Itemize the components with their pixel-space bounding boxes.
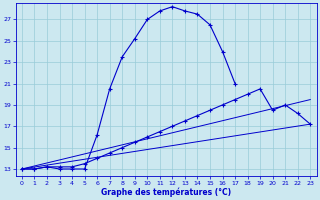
- X-axis label: Graphe des températures (°C): Graphe des températures (°C): [101, 187, 231, 197]
